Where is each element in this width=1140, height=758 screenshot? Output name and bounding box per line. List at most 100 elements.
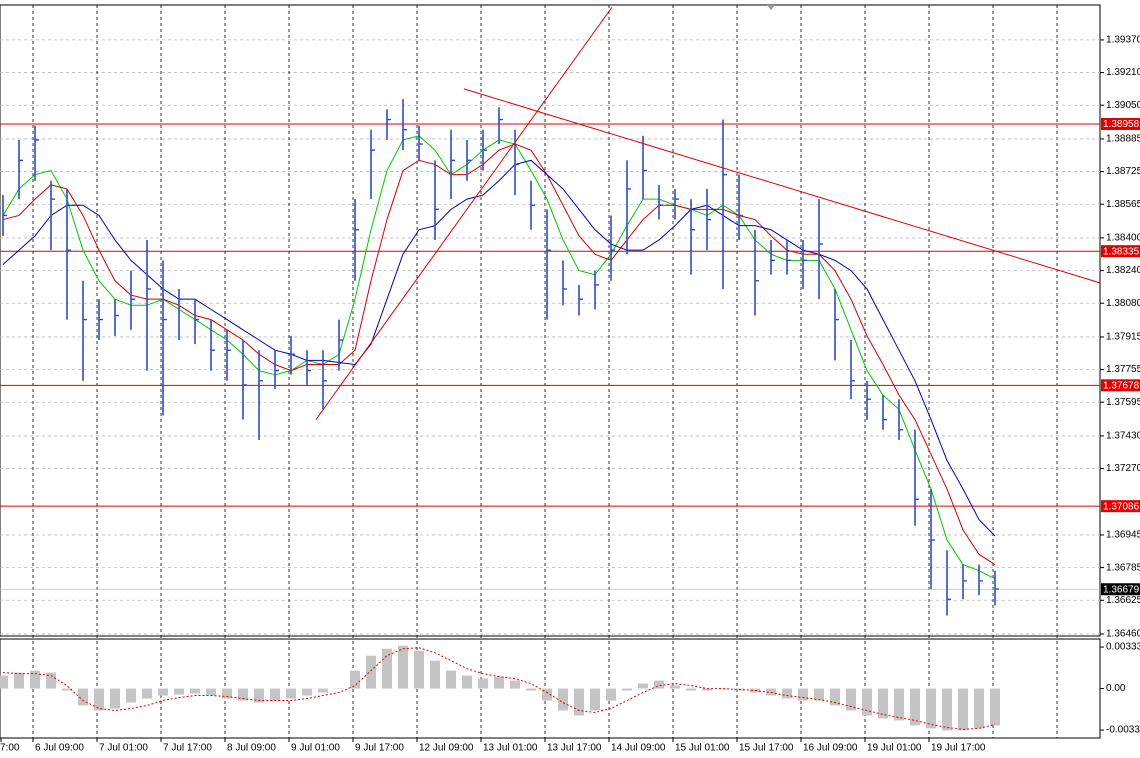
level-label: 1.37678 — [1103, 380, 1140, 391]
level-label: 1.38335 — [1103, 246, 1140, 257]
x-tick-label: 9 Jul 17:00 — [355, 743, 404, 754]
x-tick-label: 15 Jul 17:00 — [739, 743, 794, 754]
y-tick-label: 1.37755 — [1106, 364, 1140, 375]
histogram-bar — [670, 685, 680, 689]
trend-line — [315, 6, 613, 420]
histogram-bar — [478, 678, 488, 689]
histogram-bar — [350, 670, 360, 689]
y-tick-label: 1.37595 — [1106, 397, 1140, 408]
histogram-bar — [334, 688, 344, 690]
histogram-bar — [494, 676, 504, 689]
histogram-bar — [590, 688, 600, 711]
y-tick-label: 1.36785 — [1106, 562, 1140, 573]
histogram-bar — [126, 688, 136, 703]
x-tick-label: 15 Jul 01:00 — [675, 743, 730, 754]
moving-average — [2, 159, 996, 537]
histogram-bar — [958, 688, 968, 731]
y-tick-label: 1.38885 — [1106, 134, 1140, 145]
histogram-bar — [206, 688, 216, 696]
y-tick-label: 1.36945 — [1106, 530, 1140, 541]
y-tick-label: 1.37915 — [1106, 332, 1140, 343]
y-tick-label: 1.36460 — [1106, 629, 1140, 640]
marks: 1.39370 1.39210 1.39050 1.38885 1.38725 1.385… — [0, 5, 1140, 754]
y-tick-label: 0.00 — [1106, 683, 1126, 694]
x-tick-label: 16 Jul 09:00 — [803, 743, 858, 754]
x-tick-label: 19 Jul 01:00 — [867, 743, 922, 754]
histogram-bar — [158, 688, 168, 696]
shift-marker — [767, 5, 775, 10]
y-tick-label: 0.00333 — [1106, 642, 1140, 653]
x-tick-label: 7 Jul 17:00 — [163, 743, 212, 754]
histogram-bar — [462, 675, 472, 689]
histogram-bar — [382, 648, 392, 689]
y-tick-label: 1.38400 — [1106, 233, 1140, 244]
signal-line — [2, 647, 996, 730]
histogram-bar — [830, 688, 840, 706]
y-tick-label: 1.38240 — [1106, 265, 1140, 276]
histogram-bar — [686, 688, 696, 691]
histogram-bar — [542, 688, 552, 701]
level-label: 1.37086 — [1103, 501, 1140, 512]
histogram-bar — [142, 688, 152, 699]
x-tick-label: 13 Jul 01:00 — [483, 743, 538, 754]
histogram-bar — [286, 688, 296, 699]
y-tick-label: 1.37430 — [1106, 431, 1140, 442]
histogram-bar — [94, 688, 104, 711]
histogram-bar — [638, 683, 648, 689]
y-tick-label: -0.00333 — [1106, 725, 1140, 736]
histogram-bar — [574, 688, 584, 716]
histogram-bar — [62, 688, 72, 691]
histogram-bar — [734, 688, 744, 691]
histogram-bar — [878, 688, 888, 719]
histogram-bar — [942, 688, 952, 731]
level-box — [1101, 379, 1140, 392]
x-tick-label: 12 Jul 09:00 — [419, 743, 474, 754]
histogram-bar — [894, 688, 904, 721]
histogram-bar — [782, 688, 792, 699]
y-tick-label: 1.38565 — [1106, 199, 1140, 210]
histogram-bar — [254, 688, 264, 703]
histogram-bar — [654, 680, 664, 689]
x-tick-label: 7:00 — [0, 743, 20, 754]
histogram-bar — [222, 688, 232, 699]
histogram-bar — [446, 670, 456, 689]
histogram-bar — [718, 688, 728, 690]
y-tick-label: 1.39370 — [1106, 35, 1140, 46]
histogram-bar — [318, 688, 328, 693]
histogram-bar — [46, 672, 56, 689]
x-tick-label: 7 Jul 01:00 — [99, 743, 148, 754]
x-tick-label: 9 Jul 01:00 — [291, 743, 340, 754]
histogram-bar — [190, 688, 200, 694]
histogram-bar — [238, 688, 248, 701]
x-tick-label: 8 Jul 09:00 — [227, 743, 276, 754]
last-price-label: 1.36679 — [1103, 584, 1140, 595]
y-tick-label: 1.38080 — [1106, 298, 1140, 309]
y-tick-label: 1.39210 — [1106, 67, 1140, 78]
y-tick-label: 1.36625 — [1106, 595, 1140, 606]
y-tick-label: 1.39050 — [1106, 100, 1140, 111]
histogram-bar — [526, 688, 536, 691]
trend-line — [463, 88, 1101, 284]
histogram-bar — [814, 688, 824, 701]
histogram-bar — [910, 688, 920, 726]
y-tick-label: 1.37270 — [1106, 463, 1140, 474]
histogram-bar — [702, 688, 712, 691]
level-box — [1101, 118, 1140, 131]
histogram-bar — [606, 688, 616, 701]
x-tick-label: 19 Jul 17:00 — [931, 743, 986, 754]
moving-average — [2, 143, 996, 565]
histogram-bar — [846, 688, 856, 711]
level-box — [1101, 245, 1140, 258]
histogram-bar — [510, 680, 520, 689]
histogram-bar — [270, 688, 280, 701]
histogram-bar — [14, 672, 24, 689]
histogram-bar — [398, 645, 408, 689]
histogram-bar — [926, 688, 936, 729]
histogram-bar — [366, 655, 376, 689]
histogram-bar — [558, 688, 568, 711]
histogram-bar — [110, 688, 120, 709]
x-tick-label: 14 Jul 09:00 — [611, 743, 666, 754]
histogram-bar — [30, 670, 40, 689]
level-label: 1.38958 — [1103, 119, 1140, 130]
